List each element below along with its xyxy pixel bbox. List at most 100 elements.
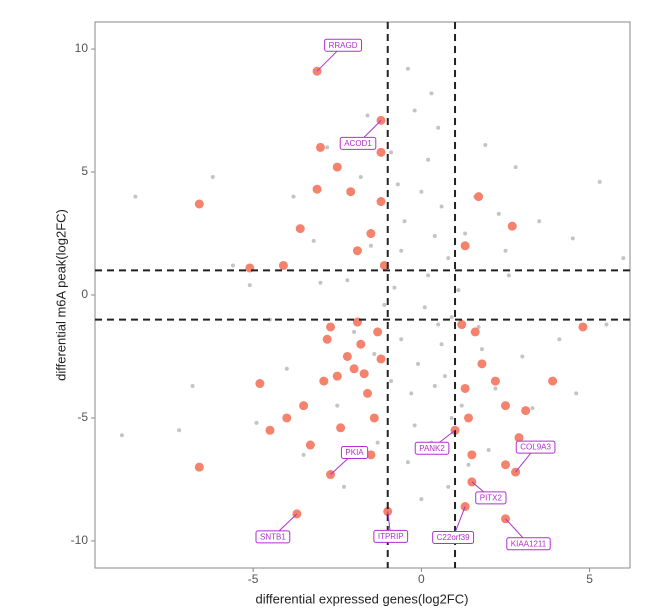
point [405,66,410,71]
point [476,324,481,329]
point [557,337,562,342]
point-label: PANK2 [419,444,445,453]
point [311,238,316,243]
y-tick-label: 5 [81,164,88,178]
x-tick-label: 5 [586,572,593,586]
point [456,288,461,293]
point [295,224,305,234]
x-tick-label: -5 [248,572,259,586]
point-label: COL9A3 [520,443,551,452]
point [470,327,480,337]
y-tick-label: -10 [71,533,89,547]
point [255,379,265,389]
point [366,229,376,239]
point [265,425,275,435]
point [493,386,498,391]
y-axis-title: differential m6A peak(log2FC) [53,209,68,381]
point [422,305,427,310]
point [335,403,340,408]
point [483,142,488,147]
point [439,204,444,209]
point-label: PKIA [345,448,364,457]
point [336,423,346,433]
point [177,428,182,433]
point [349,364,359,374]
point [463,231,468,236]
point [194,199,204,209]
point [369,413,379,423]
point-label: ACOD1 [344,139,372,148]
y-tick-label: 0 [81,287,88,301]
point [119,433,124,438]
point [405,460,410,465]
point [548,376,558,386]
point [346,187,356,197]
point [503,248,508,253]
point [305,440,315,450]
point [210,174,215,179]
point [325,145,330,150]
point [570,236,575,241]
point [537,219,542,224]
point [446,256,451,261]
point [372,352,377,357]
point [419,497,424,502]
label-box [506,537,551,551]
point-label: RRAGD [329,41,358,50]
point [466,462,471,467]
point [442,374,447,379]
point [389,150,394,155]
point [368,243,373,248]
point [416,361,421,366]
point [399,248,404,253]
point [426,273,431,278]
point [230,263,235,268]
point [520,354,525,359]
point [501,460,511,470]
point [326,322,336,332]
point [376,354,386,364]
point [332,162,342,172]
point [402,219,407,224]
point [479,347,484,352]
point [395,182,400,187]
point [254,420,259,425]
point [578,322,588,332]
label-box [373,529,409,543]
point [194,462,204,472]
x-tick-label: 0 [418,572,425,586]
point-label: PITX2 [480,494,503,503]
point [530,406,535,411]
point [507,221,517,231]
point [463,413,473,423]
point [457,320,467,330]
point [352,329,357,334]
point [621,256,626,261]
point [373,327,383,337]
point [366,450,376,460]
label-box [339,136,377,150]
point [133,194,138,199]
point [319,376,329,386]
point [501,401,511,411]
point [439,342,444,347]
point [477,359,487,369]
point [282,413,292,423]
label-box [255,530,291,544]
point [392,285,397,290]
point [432,233,437,238]
point-label: C22orf39 [437,533,470,542]
point [496,211,501,216]
point [315,142,325,152]
point [352,246,362,256]
point [318,280,323,285]
point [449,315,454,320]
point [432,384,437,388]
point [312,184,322,194]
point [474,192,484,202]
point [342,351,352,361]
point [513,165,518,170]
point-label: ITPRIP [378,532,404,541]
